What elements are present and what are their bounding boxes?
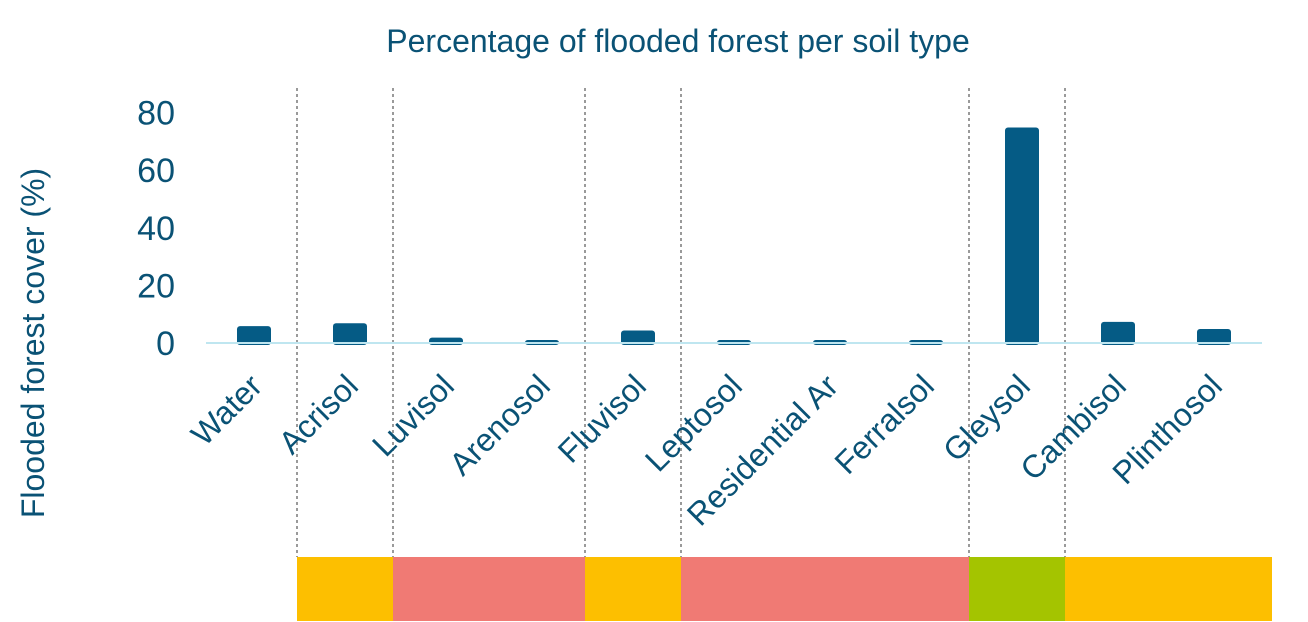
bar-gleysol — [1005, 127, 1039, 345]
soil-group-band-1 — [297, 557, 393, 621]
soil-group-band-2 — [393, 557, 585, 621]
y-tick-label: 40 — [137, 210, 175, 248]
chart-title: Percentage of flooded forest per soil ty… — [386, 23, 969, 59]
x-tick-label: Fluvisol — [551, 367, 653, 469]
x-tick-label: Luvisol — [365, 367, 461, 463]
y-axis-label: Flooded forest cover (%) — [15, 168, 51, 518]
soil-group-band-5 — [969, 557, 1065, 621]
x-tick-label: Ferralsol — [827, 367, 940, 480]
x-tick-label: Water — [184, 367, 269, 452]
soil-group-band-3 — [585, 557, 681, 621]
bar-plinthosol — [1197, 329, 1231, 345]
x-tick-label: Arenosol — [442, 367, 557, 482]
soil-group-bands — [297, 557, 1272, 621]
bar-water — [237, 326, 271, 345]
bar-cambisol — [1101, 321, 1135, 345]
y-tick-label: 20 — [137, 267, 175, 305]
x-tick-label: Acrisol — [272, 367, 365, 460]
y-tick-label: 80 — [137, 95, 175, 133]
y-tick-label: 60 — [137, 152, 175, 190]
bars — [237, 127, 1231, 345]
bar-fluvisol — [621, 330, 655, 345]
y-axis-ticks: 0 20 40 60 80 — [137, 95, 175, 363]
group-dividers — [296, 88, 1066, 557]
bar-acrisol — [333, 323, 367, 345]
soil-group-band-4 — [681, 557, 969, 621]
y-tick-label: 0 — [156, 325, 175, 363]
x-axis-tick-labels: Water Acrisol LuvisolArenosolFluvisolLepto… — [184, 367, 1229, 532]
soil-group-band-6 — [1065, 557, 1272, 621]
